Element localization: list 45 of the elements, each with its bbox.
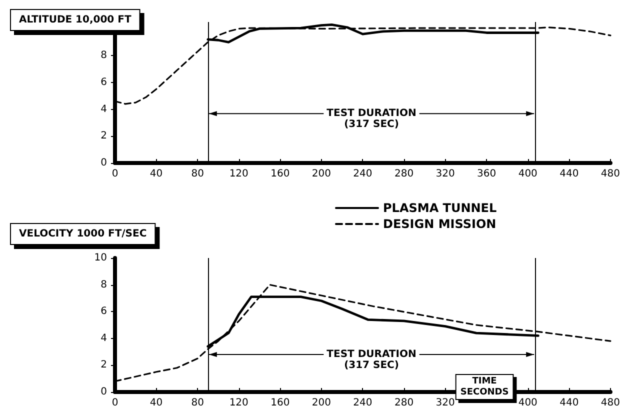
x-tick-label: 0 [112, 168, 118, 180]
y-tick-label: 6 [100, 306, 107, 318]
x-tick-label: 0 [112, 398, 118, 408]
x-tick-label: 40 [150, 398, 163, 408]
x-tick-label: 120 [229, 398, 248, 408]
x-tick-label: 440 [560, 398, 579, 408]
x-tick-label: 120 [229, 168, 248, 180]
annotation: (317 SEC) [344, 360, 399, 372]
y-tick-label: 10 [94, 252, 107, 264]
x-tick-label: 440 [560, 168, 579, 180]
x-tick-label: 200 [312, 398, 331, 408]
x-tick-label: 280 [394, 398, 414, 408]
y-tick-label: 0 [100, 158, 107, 168]
y-axis-title: ALTITUDE 10,000 FT [19, 14, 132, 26]
x-tick-label: 400 [518, 168, 538, 180]
y-tick-label: 0 [100, 386, 107, 398]
x-tick-label: 400 [518, 398, 538, 408]
legend-label: DESIGN MISSION [383, 217, 496, 231]
x-tick-label: 40 [150, 168, 163, 180]
y-tick-label: 8 [100, 279, 107, 290]
x-tick-label: 240 [353, 168, 372, 180]
y-tick-label: 4 [100, 104, 107, 115]
y-tick-label: 6 [100, 76, 107, 88]
annotation: (317 SEC) [344, 119, 399, 130]
x-tick-label: 80 [191, 398, 204, 408]
x-tick-label: 480 [600, 398, 620, 408]
y-tick-label: 4 [100, 332, 107, 344]
x-tick-label: 320 [436, 398, 455, 408]
y-axis-title: VELOCITY 1000 FT/SEC [19, 228, 147, 240]
y-tick-label: 2 [100, 360, 107, 371]
x-tick-label: 80 [191, 168, 204, 180]
y-tick-label: 8 [100, 50, 107, 62]
x-tick-label: 160 [270, 168, 290, 180]
x-axis-title: TIME SECONDS [460, 376, 509, 398]
x-tick-label: 280 [394, 168, 414, 180]
annotation: TEST DURATION [326, 108, 416, 120]
y-tick-label: 2 [100, 130, 107, 142]
legend-label: PLASMA TUNNEL [383, 201, 497, 215]
x-tick-label: 240 [353, 398, 372, 408]
x-tick-label: 480 [600, 168, 620, 180]
annotation: TEST DURATION [326, 349, 416, 360]
x-tick-label: 200 [312, 168, 331, 180]
x-tick-label: 360 [477, 168, 496, 180]
x-tick-label: 160 [270, 398, 290, 408]
x-tick-label: 320 [436, 168, 455, 180]
